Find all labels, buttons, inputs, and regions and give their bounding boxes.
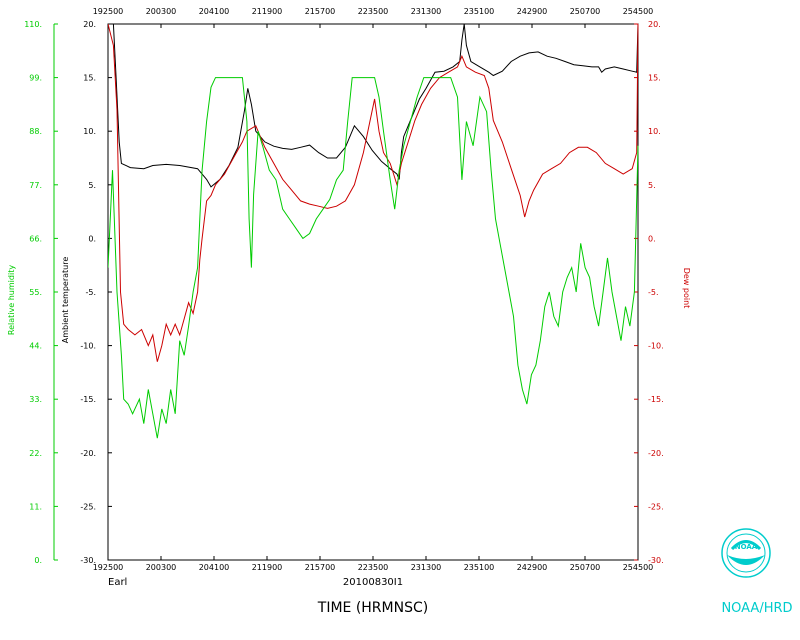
dew-tick-label: -10. [648, 342, 664, 351]
time-tick-label-bottom: 242900 [517, 563, 548, 572]
temp-tick-label: -25. [80, 502, 96, 511]
time-tick-label-top: 235100 [464, 7, 495, 16]
rh-tick-label: 99. [29, 74, 42, 83]
series-line-relative-humidity [108, 77, 639, 439]
time-tick-label-top: 215700 [305, 7, 336, 16]
series-line-dew-point [108, 23, 639, 362]
time-tick-label-top: 204100 [199, 7, 230, 16]
dew-tick-label: -25. [648, 502, 664, 511]
dew-axis-ticks: -30. -25. -20. -15. -10. -5. 0. 5. 10. 15. 20. [634, 20, 664, 565]
temp-axis-title: Ambient temperature [61, 257, 70, 344]
dew-tick-label: 0. [648, 234, 656, 243]
dew-tick-label: 10. [648, 127, 661, 136]
time-tick-label-top: 231300 [411, 7, 442, 16]
dew-axis-title: Dew point [682, 268, 691, 309]
rh-tick-label: 11. [29, 502, 42, 511]
dew-tick-label: -20. [648, 449, 664, 458]
rh-tick-label: 44. [29, 342, 42, 351]
noaa-logo-icon: NOAA [721, 528, 771, 578]
time-tick-label-bottom: 254500 [623, 563, 654, 572]
time-tick-label-top: 211900 [252, 7, 283, 16]
rh-tick-label: 66. [29, 234, 42, 243]
time-tick-label-bottom: 223500 [358, 563, 389, 572]
time-tick-label-bottom: 211900 [252, 563, 283, 572]
series-layer [108, 23, 639, 439]
temp-tick-label: 5. [88, 181, 96, 190]
time-tick-label-top: 250700 [570, 7, 601, 16]
temp-tick-label: -15. [80, 395, 96, 404]
temp-tick-label: 20. [83, 20, 96, 29]
time-tick-label-top: 254500 [623, 7, 654, 16]
time-tick-label-bottom: 215700 [305, 563, 336, 572]
dew-tick-label: 15. [648, 74, 661, 83]
rh-tick-label: 77. [29, 181, 42, 190]
time-tick-label-bottom: 204100 [199, 563, 230, 572]
rh-axis-ticks: 0. 11. 22. 33. 44. 55. 66. 77. 88. 99. 110. [24, 20, 58, 565]
temp-tick-label: 0. [88, 234, 96, 243]
temp-tick-label: -5. [85, 288, 96, 297]
time-tick-label-top: 223500 [358, 7, 389, 16]
temp-tick-label: -30. [80, 556, 96, 565]
rh-tick-label: 33. [29, 395, 42, 404]
rh-tick-label: 110. [24, 20, 42, 29]
time-tick-label-top: 242900 [517, 7, 548, 16]
dew-tick-label: -30. [648, 556, 664, 565]
svg-text:NOAA: NOAA [735, 543, 758, 551]
time-tick-label-bottom: 235100 [464, 563, 495, 572]
time-axis-bottom: 192500 200300 204100 211900 215700 223500 2313… [93, 556, 654, 572]
rh-tick-label: 55. [29, 288, 42, 297]
temp-axis-ticks: -30. -25. -20. -15. -10. -5. 0. 5. 10. 15. 20. [80, 20, 112, 565]
x-axis-title: TIME (HRMNSC) [317, 600, 428, 616]
temp-tick-label: -20. [80, 449, 96, 458]
series-line-temperature [108, 23, 639, 188]
time-tick-label-top: 200300 [146, 7, 177, 16]
time-tick-label-bottom: 250700 [570, 563, 601, 572]
temp-tick-label: 15. [83, 74, 96, 83]
temp-tick-label: 10. [83, 127, 96, 136]
rh-tick-label: 22. [29, 449, 42, 458]
temp-tick-label: -10. [80, 342, 96, 351]
time-tick-label-bottom: 200300 [146, 563, 177, 572]
dew-tick-label: 5. [648, 181, 656, 190]
time-tick-label-bottom: 231300 [411, 563, 442, 572]
rh-tick-label: 88. [29, 127, 42, 136]
storm-name: Earl [108, 577, 127, 588]
agency-label: NOAA/HRD [721, 601, 792, 616]
time-tick-label-bottom: 192500 [93, 563, 124, 572]
rh-tick-label: 0. [34, 556, 42, 565]
time-tick-label-top: 192500 [93, 7, 124, 16]
dew-tick-label: 20. [648, 20, 661, 29]
dew-tick-label: -15. [648, 395, 664, 404]
time-axis-top: 192500 200300 204100 211900 215700 223500 2313… [93, 7, 654, 28]
dew-tick-label: -5. [648, 288, 659, 297]
flight-id: 20100830I1 [343, 577, 403, 588]
rh-axis-title: Relative humidity [7, 265, 16, 335]
